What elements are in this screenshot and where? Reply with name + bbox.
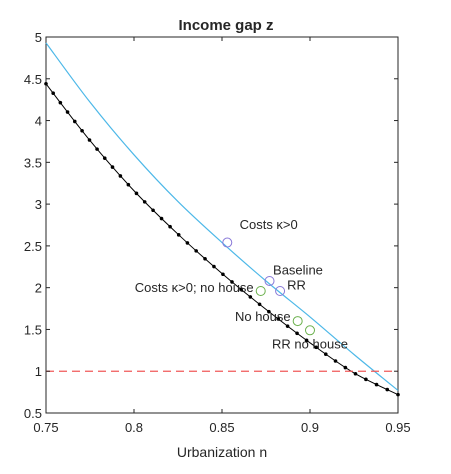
series-dot-1 xyxy=(257,302,262,307)
series-dot-1 xyxy=(118,174,123,178)
series-dot-1 xyxy=(267,309,271,314)
series-dot-1 xyxy=(142,200,147,204)
series-dot-1 xyxy=(304,338,309,343)
series-dot-1 xyxy=(239,287,243,292)
y-tick-label: 0.5 xyxy=(24,406,42,421)
series-dot-1 xyxy=(95,147,99,151)
series-dot-1 xyxy=(230,280,234,284)
y-tick-label: 5 xyxy=(35,30,42,45)
series-dot-1 xyxy=(168,224,172,229)
point-marker xyxy=(264,275,275,286)
series-dot-1 xyxy=(333,359,338,363)
series-dot-1 xyxy=(87,138,92,142)
annotation-label: Costs κ>0; no house xyxy=(135,280,254,295)
x-axis-label: Urbanization n xyxy=(177,444,267,460)
series-dot-1 xyxy=(44,81,48,86)
series-dot-1 xyxy=(159,216,164,221)
plot-frame xyxy=(45,36,399,414)
series-dot-1 xyxy=(134,191,139,196)
series-dot-1 xyxy=(151,208,155,213)
point-marker xyxy=(222,237,233,248)
series-dot-1 xyxy=(285,324,290,328)
series-dot-1 xyxy=(80,128,84,133)
series-dot-1 xyxy=(385,387,390,392)
series-dot-1 xyxy=(295,331,299,336)
y-tick-label: 4 xyxy=(35,114,42,129)
point-marker xyxy=(292,316,303,327)
x-tick-label: 0.95 xyxy=(385,420,410,435)
series-dot-1 xyxy=(323,352,328,357)
series-line-0 xyxy=(45,42,399,391)
y-tick-label: 2.5 xyxy=(24,239,42,254)
x-tick-label: 0.85 xyxy=(209,420,234,435)
series-dot-1 xyxy=(374,382,379,387)
x-tick-label: 0.9 xyxy=(301,420,319,435)
x-tick-label: 0.75 xyxy=(33,420,58,435)
annotation-label: RR no house xyxy=(272,337,348,352)
series-dot-1 xyxy=(51,91,55,96)
series-dot-1 xyxy=(194,249,198,253)
series-layer xyxy=(44,42,400,397)
series-dot-1 xyxy=(65,110,70,114)
series-dot-1 xyxy=(185,241,190,245)
series-dot-1 xyxy=(221,272,225,277)
series-dot-1 xyxy=(276,317,281,321)
series-dot-1 xyxy=(72,119,77,124)
series-dot-1 xyxy=(353,371,358,376)
series-dot-1 xyxy=(126,182,131,187)
point-marker xyxy=(305,325,315,336)
series-dot-1 xyxy=(212,264,216,269)
x-tick-label: 0.8 xyxy=(125,420,143,435)
series-dot-1 xyxy=(102,156,107,160)
annotation-label: Baseline xyxy=(273,262,323,277)
annotation-label: Costs κ>0 xyxy=(240,217,298,232)
chart-title: Income gap z xyxy=(178,17,273,34)
point-marker xyxy=(255,286,266,297)
y-tick-label: 1 xyxy=(35,364,42,379)
series-dot-1 xyxy=(203,256,207,261)
y-tick-label: 3 xyxy=(35,197,42,212)
series-dot-1 xyxy=(314,345,318,350)
point-marker xyxy=(275,286,286,297)
y-tick-label: 3.5 xyxy=(24,155,42,170)
series-dot-1 xyxy=(396,392,400,397)
series-dot-1 xyxy=(110,165,115,169)
axis-layer: 0.75 0.8 0.85 0.9 0.95 0.5 1 1.5 2 2.5 3 3.5 4 4.5 5 xyxy=(24,30,411,435)
y-tick-label: 4.5 xyxy=(24,72,42,87)
series-dot-1 xyxy=(58,100,63,105)
series-dot-1 xyxy=(364,377,368,382)
annotation-label: No house xyxy=(235,309,291,324)
y-tick-label: 1.5 xyxy=(24,322,42,337)
marker-layer xyxy=(222,237,315,336)
series-dot-1 xyxy=(248,295,253,299)
y-tick-label: 2 xyxy=(35,281,42,296)
series-dot-1 xyxy=(176,233,181,237)
annotation-label: RR xyxy=(287,277,306,292)
series-dot-1 xyxy=(343,365,348,370)
